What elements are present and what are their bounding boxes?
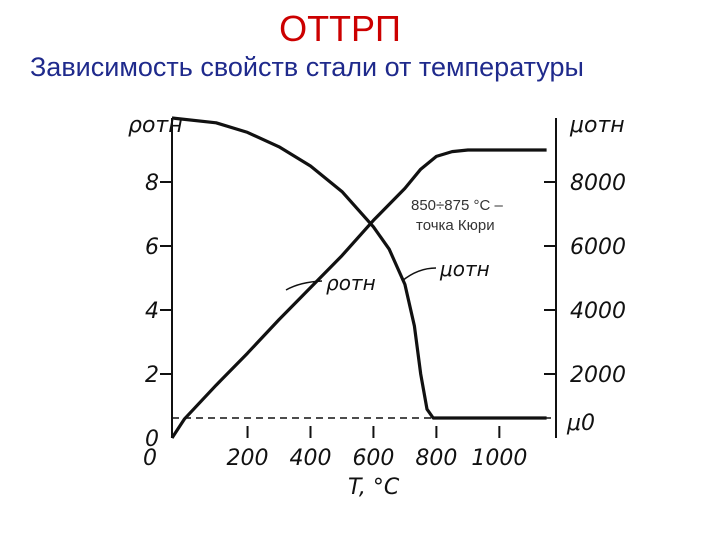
- slide-subtitle: Зависимость свойств стали от температуры: [30, 52, 584, 82]
- y-left-tick-label: 8: [145, 171, 159, 196]
- x-axis-label: T, °C: [348, 475, 400, 500]
- y-right-tick-label: 2000: [570, 363, 626, 388]
- mu-curve-label: μотн: [439, 257, 490, 281]
- y-right-tick-label: 4000: [570, 299, 626, 324]
- mu-label-leader: [401, 267, 437, 282]
- y-left-tick-label: 2: [145, 363, 159, 388]
- x-tick-label: 400: [289, 446, 331, 471]
- slide-title: ОТТРП: [279, 8, 401, 49]
- rho-label-leader: [285, 280, 323, 291]
- y-left-tick-label: 6: [145, 235, 159, 260]
- y-right-axis-label: μотн: [569, 113, 625, 138]
- x-tick-label: 200: [227, 446, 269, 471]
- y-right-tick-label: 8000: [570, 171, 626, 196]
- y-left-axis-label: ρотн: [128, 113, 183, 138]
- rho-curve: [171, 116, 547, 420]
- x-tick-label: 600: [352, 446, 394, 471]
- y-right-tick-label: 6000: [570, 235, 626, 260]
- x-tick-label: 800: [415, 446, 457, 471]
- curie-point-annotation-line1: 850÷875 °C –: [411, 197, 503, 214]
- y-left-tick-label: 0: [145, 427, 159, 452]
- x-tick-label: 1000: [471, 446, 527, 471]
- x-tick-label: 0: [143, 446, 157, 471]
- y-left-tick-label: 4: [145, 299, 159, 324]
- rho-curve-label: ρотн: [326, 271, 376, 295]
- curie-point-annotation-line2: точка Кюри: [416, 217, 495, 234]
- mu0-baseline-label: μ0: [566, 411, 595, 436]
- mu-curve: [170, 148, 547, 439]
